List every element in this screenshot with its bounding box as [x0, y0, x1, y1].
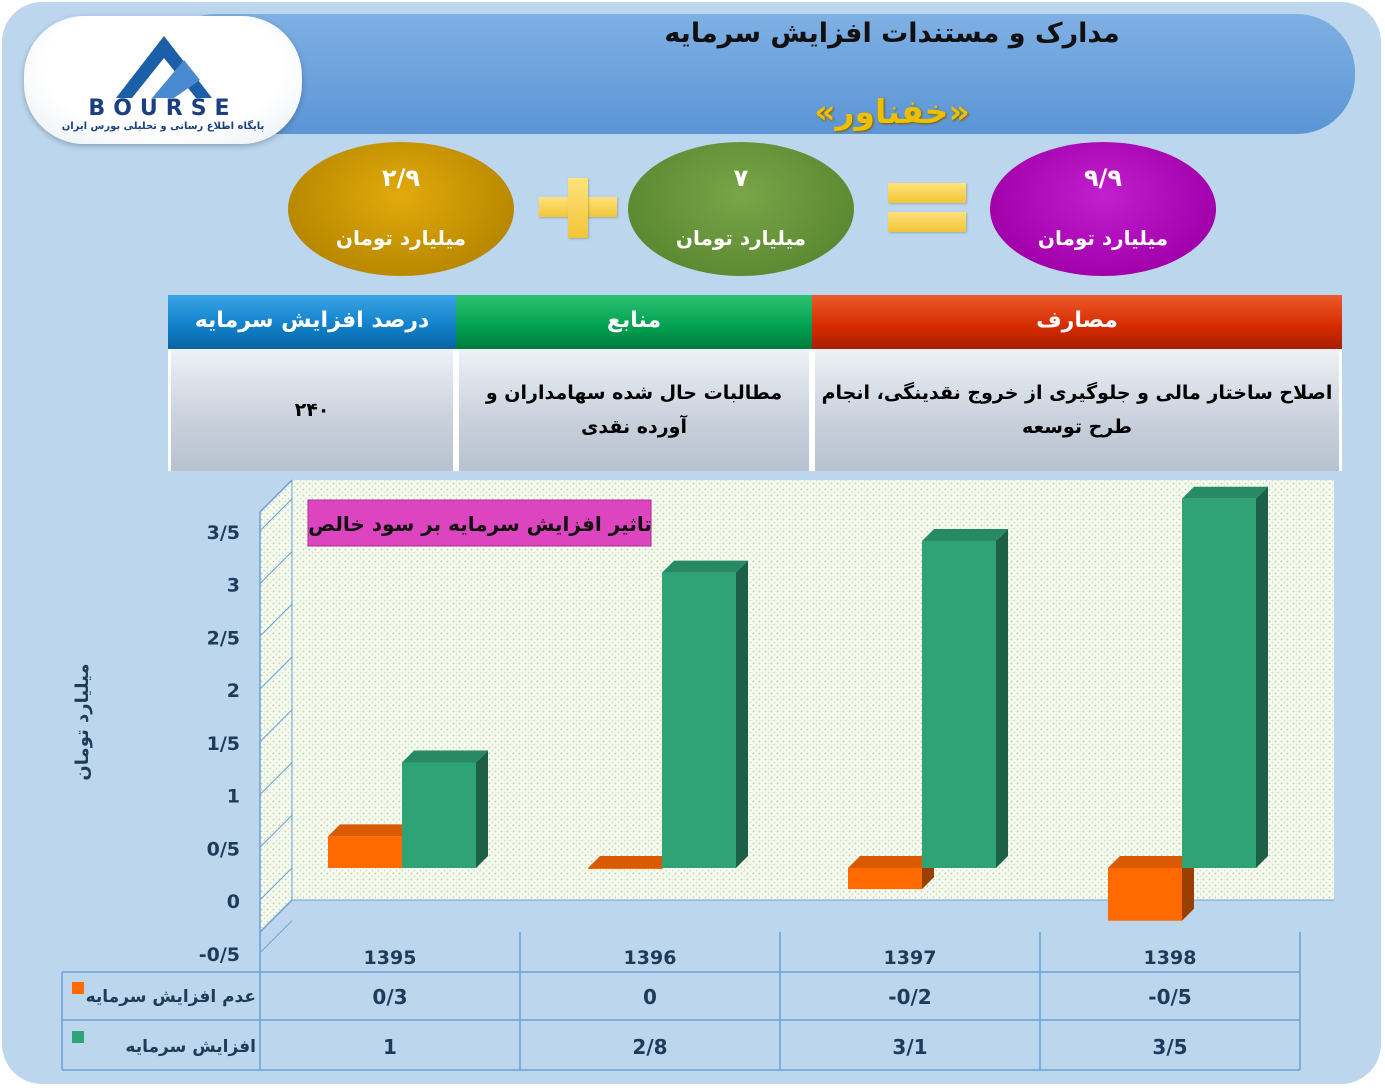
data-label: 0	[643, 985, 657, 1009]
logo-mark-icon	[116, 36, 212, 98]
equals-icon-top	[888, 183, 966, 203]
y-tick-label: 1/5	[207, 733, 240, 755]
y-gridline-stub	[259, 603, 293, 637]
bar-increase-1398	[1182, 486, 1268, 868]
legend-swatch	[72, 1031, 84, 1043]
y-gridline-stub	[259, 551, 293, 584]
data-label: 2/8	[632, 1035, 667, 1059]
y-gridline-stub	[259, 498, 293, 532]
bar-increase-1397	[922, 528, 1008, 868]
x-tick-label: 1396	[624, 947, 677, 969]
y-gridline-stub	[259, 656, 293, 690]
part2-oval: ۲/۹ میلیارد تومان	[288, 142, 514, 276]
company-name: «خفناور»	[814, 92, 970, 131]
total-value: ۹/۹	[1083, 164, 1123, 192]
y-tick-label: 2	[227, 680, 240, 702]
legend-swatch	[72, 982, 84, 994]
y-tick-label: 1	[227, 786, 240, 808]
chart-title-box	[307, 499, 652, 547]
header-sources: منابع	[456, 295, 812, 349]
legend-label: عدم افزایش سرمایه	[86, 987, 256, 1007]
bar-no-increase-1396	[588, 856, 674, 869]
data-label: 3/5	[1152, 1035, 1187, 1059]
y-tick-label: 3/5	[207, 522, 240, 544]
logo-tagline: پایگاه اطلاع رسانی و تحلیلی بورس ایران	[61, 121, 265, 132]
bar-no-increase-1395	[328, 824, 414, 868]
header-percent: درصد افزایش سرمایه	[168, 295, 456, 349]
part1-oval: ۷ میلیارد تومان	[628, 142, 854, 276]
value-expenses: اصلاح ساختار مالی و جلوگیری از خروج نقدی…	[812, 349, 1342, 471]
data-label: -0/5	[1148, 985, 1191, 1009]
data-label: 1	[383, 1035, 397, 1059]
value-sources: مطالبات حال شده سهامداران و آورده نقدی	[456, 349, 812, 471]
total-unit: میلیارد تومان	[1037, 226, 1169, 250]
part1-value: ۷	[733, 164, 749, 192]
equals-icon-bottom	[888, 212, 966, 232]
bar-no-increase-1397	[848, 856, 934, 890]
y-tick-label: -0/5	[199, 944, 240, 966]
x-tick-label: 1395	[364, 947, 417, 969]
x-tick-label: 1398	[1144, 947, 1197, 969]
y-gridline-stub	[259, 814, 293, 848]
y-tick-label: 0/5	[207, 838, 240, 860]
bar-increase-1395	[402, 750, 488, 868]
part1-unit: میلیارد تومان	[675, 226, 807, 250]
y-tick-label: 2/5	[207, 627, 240, 649]
y-gridline-stub	[259, 709, 293, 743]
y-gridline-stub	[259, 920, 293, 954]
chart-title: تاثیر افزایش سرمایه بر سود خالص	[308, 512, 652, 536]
y-tick-label: 3	[227, 575, 240, 597]
data-label: 0/3	[372, 985, 407, 1009]
part2-value: ۲/۹	[381, 164, 421, 192]
logo-name: BOURSE	[88, 96, 238, 121]
page-title: مدارک و مستندات افزایش سرمایه	[664, 18, 1120, 49]
bar-increase-1396	[662, 560, 748, 868]
bourse-logo: BOURSE پایگاه اطلاع رسانی و تحلیلی بورس …	[24, 16, 302, 144]
data-label: 3/1	[892, 1035, 927, 1059]
plot-back-wall	[260, 480, 1334, 932]
y-axis-label: میلیارد تومان	[72, 663, 93, 780]
y-gridline-stub	[259, 762, 293, 795]
data-label: -0/2	[888, 985, 931, 1009]
header-bar	[157, 14, 1355, 134]
bar-no-increase-1398	[1108, 856, 1194, 921]
y-tick-label: 0	[227, 891, 240, 913]
part2-unit: میلیارد تومان	[335, 226, 467, 250]
legend-label: افزایش سرمایه	[125, 1037, 256, 1057]
y-gridline-stub	[259, 867, 293, 901]
header-expenses: مصارف	[812, 295, 1342, 349]
value-percent: ۲۴۰	[168, 349, 456, 471]
plus-icon-vertical	[568, 178, 588, 238]
x-tick-label: 1397	[884, 947, 937, 969]
total-oval: ۹/۹ میلیارد تومان	[990, 142, 1216, 276]
